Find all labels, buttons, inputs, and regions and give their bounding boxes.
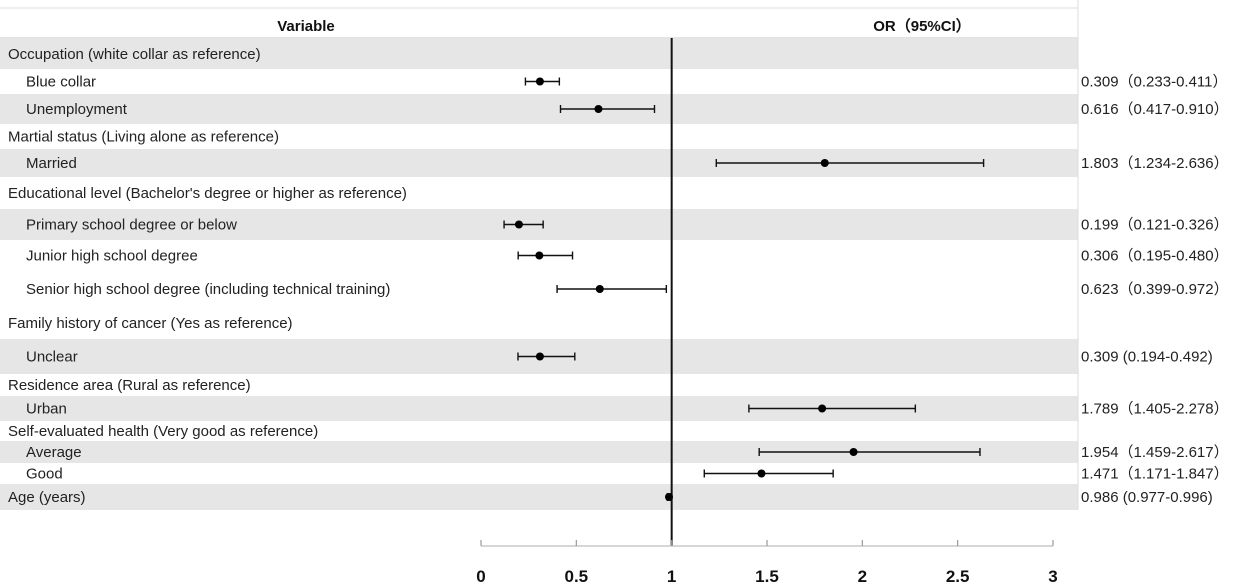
x-tick-label: 2.5 bbox=[946, 567, 970, 586]
row-labels: Occupation (white collar as reference) Bl… bbox=[8, 46, 407, 506]
or-header: OR（95%CI） bbox=[873, 17, 971, 35]
or-value: 0.986 (0.977-0.996) bbox=[1081, 489, 1213, 506]
estimate-marks bbox=[503, 77, 985, 501]
row-band bbox=[0, 396, 1078, 421]
or-value: 0.309 (0.194-0.492) bbox=[1081, 349, 1213, 366]
variable-header: Variable bbox=[277, 18, 335, 35]
x-axis: 0 0.5 1 1.5 2 2.5 3 bbox=[476, 540, 1058, 586]
x-tick-label: 3 bbox=[1048, 567, 1057, 586]
or-value: 1.954（1.459-2.617） bbox=[1081, 444, 1229, 461]
or-point bbox=[818, 404, 827, 413]
row-label: Primary school degree or below bbox=[26, 217, 237, 234]
x-tick-label: 0 bbox=[476, 567, 485, 586]
row-label: Junior high school degree bbox=[26, 248, 198, 265]
or-value: 0.306（0.195-0.480） bbox=[1081, 248, 1229, 265]
group-label: Occupation (white collar as reference) bbox=[8, 46, 261, 63]
row-band bbox=[0, 441, 1078, 463]
row-label: Good bbox=[26, 466, 63, 483]
row-label: Unclear bbox=[26, 349, 78, 366]
x-tick-label: 1 bbox=[667, 567, 676, 586]
row-band bbox=[0, 94, 1078, 124]
or-value: 1.803（1.234-2.636） bbox=[1081, 155, 1229, 172]
group-label: Family history of cancer (Yes as referen… bbox=[8, 315, 293, 332]
or-value: 0.199（0.121-0.326） bbox=[1081, 217, 1229, 234]
or-point bbox=[664, 493, 673, 501]
x-tick-label: 0.5 bbox=[565, 567, 589, 586]
or-point bbox=[595, 285, 604, 293]
or-point bbox=[535, 352, 544, 361]
group-label: Residence area (Rural as reference) bbox=[8, 377, 251, 394]
or-value: 0.623（0.399-0.972） bbox=[1081, 281, 1229, 298]
x-tick-label: 1.5 bbox=[755, 567, 779, 586]
row-band bbox=[0, 484, 1078, 510]
row-band bbox=[0, 39, 1078, 69]
row-label: Married bbox=[26, 155, 77, 172]
x-tick-label: 2 bbox=[858, 567, 867, 586]
or-values: 0.309（0.233-0.411） 0.616（0.417-0.910） 1.80… bbox=[1081, 74, 1229, 507]
or-value: 1.789（1.405-2.278） bbox=[1081, 401, 1229, 418]
or-value: 0.616（0.417-0.910） bbox=[1081, 101, 1229, 118]
group-label: Age (years) bbox=[8, 489, 86, 506]
or-point bbox=[849, 448, 858, 456]
row-label: Average bbox=[26, 444, 82, 461]
group-label: Martial status (Living alone as referenc… bbox=[8, 129, 279, 146]
group-label: Educational level (Bachelor's degree or … bbox=[8, 185, 407, 202]
row-label: Blue collar bbox=[26, 74, 96, 91]
or-value: 0.309（0.233-0.411） bbox=[1081, 74, 1228, 91]
or-point bbox=[594, 105, 603, 113]
or-point bbox=[757, 469, 766, 478]
group-label: Self-evaluated health (Very good as refe… bbox=[8, 423, 318, 440]
row-label: Unemployment bbox=[26, 101, 128, 118]
or-point bbox=[820, 159, 829, 167]
row-label: Urban bbox=[26, 401, 67, 418]
or-point bbox=[514, 220, 523, 229]
row-label: Senior high school degree (including tec… bbox=[26, 281, 390, 298]
or-point bbox=[535, 251, 544, 260]
or-value: 1.471（1.171-1.847） bbox=[1081, 466, 1229, 483]
or-point bbox=[535, 77, 544, 86]
